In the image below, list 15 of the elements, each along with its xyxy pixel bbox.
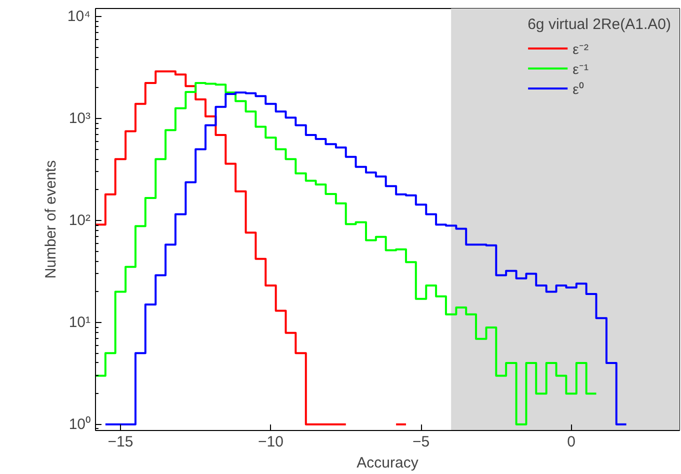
legend-label: ε⁰	[572, 80, 585, 98]
legend-title: 6g virtual 2Re(A1.A0)	[528, 16, 671, 33]
y-tick-label: 10⁴	[67, 8, 91, 26]
x-axis-title: Accuracy	[356, 454, 419, 472]
y-tick-label: 10¹	[68, 314, 91, 331]
y-tick-label: 10⁰	[68, 416, 91, 433]
y-axis-title: Number of events	[42, 160, 60, 279]
y-tick-label: 10²	[68, 212, 91, 229]
legend-label: ε⁻²	[572, 40, 590, 58]
x-tick-label: −10	[258, 434, 284, 450]
x-tick-label: −15	[108, 434, 134, 450]
x-tick-label: 0	[567, 434, 576, 450]
x-tick-label: −5	[412, 434, 430, 450]
legend-label: ε⁻¹	[572, 60, 590, 78]
y-tick-label: 10³	[68, 110, 91, 128]
